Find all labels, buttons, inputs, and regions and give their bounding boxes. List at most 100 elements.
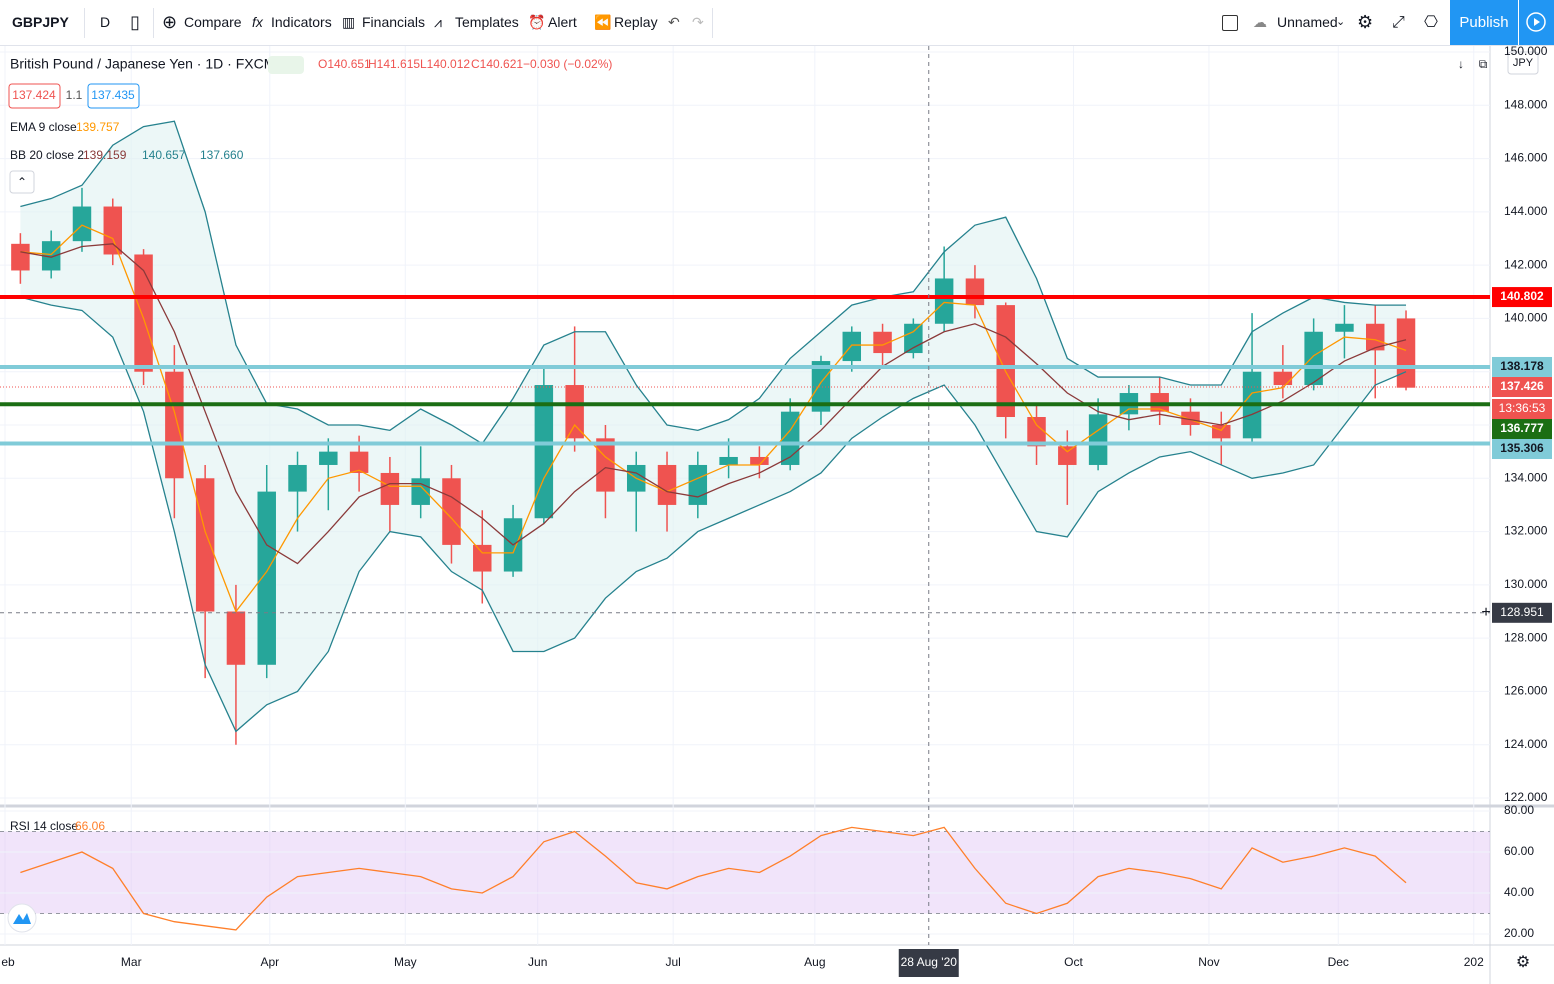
currency: JPY <box>1513 57 1534 69</box>
compare[interactable]: Compare <box>184 14 242 30</box>
crosshair-price-tag <box>1492 602 1552 623</box>
candle-body <box>134 254 153 372</box>
rsi-legend: RSI 14 close <box>10 819 78 833</box>
y-tick-label: 150.000 <box>1504 46 1548 58</box>
alert-icon[interactable]: ⏰ <box>528 14 546 30</box>
y-tick-label: 128.000 <box>1504 630 1548 644</box>
tv-logo-mark <box>13 913 31 924</box>
alert[interactable]: Alert <box>548 14 577 30</box>
templates[interactable]: Templates <box>455 14 519 30</box>
interval[interactable]: D <box>100 14 111 30</box>
candle-body <box>596 438 615 492</box>
candle-body <box>780 411 800 465</box>
indicators-icon[interactable]: fx <box>252 14 263 30</box>
candle-body <box>534 385 554 519</box>
candle-body <box>226 611 246 665</box>
candle-body <box>811 361 831 412</box>
candle-body <box>996 305 1015 418</box>
legend-low: L140.012 <box>420 57 470 71</box>
candle-body <box>257 491 276 665</box>
publish-button[interactable]: Publish <box>1450 0 1518 45</box>
replay[interactable]: Replay <box>614 14 658 30</box>
snapshot[interactable]: ⎔ <box>1424 14 1438 31</box>
legend-icons <box>268 56 304 74</box>
layout-name[interactable]: Unnamed <box>1277 14 1338 30</box>
settings[interactable]: ⚙ <box>1357 12 1374 32</box>
redo[interactable]: ↷ <box>692 14 704 30</box>
candle-body <box>904 323 923 354</box>
candle-body <box>1273 371 1293 386</box>
bb-basis-value: 139.159 <box>83 148 127 162</box>
legend-title: British Pound / Japanese Yen · 1D · FXCM <box>10 56 275 72</box>
countdown-label: 13:36:53 <box>1499 401 1546 415</box>
price-tag <box>1492 439 1552 460</box>
candle-body <box>688 464 708 505</box>
currency-box[interactable] <box>1507 51 1539 75</box>
tv-logo[interactable] <box>7 903 37 933</box>
candle-body <box>1212 425 1231 439</box>
y-tick-label: 148.000 <box>1504 97 1548 111</box>
symbol[interactable]: GBPJPY <box>12 14 69 30</box>
candle-body <box>72 206 92 242</box>
x-tick-label: Jul <box>666 955 681 969</box>
indicator-line <box>20 120 1407 445</box>
ask-box[interactable] <box>87 83 140 109</box>
candle-body <box>719 456 738 465</box>
ask: 137.435 <box>91 88 135 102</box>
candle-body <box>1058 446 1077 465</box>
candle-body <box>750 456 769 465</box>
compare-icon[interactable]: ⊕ <box>162 12 178 32</box>
price-tag-label: 135.306 <box>1500 441 1544 455</box>
countdown-tag <box>1492 399 1552 420</box>
indicator-line <box>20 224 1407 613</box>
candle-body <box>934 278 954 324</box>
label-layer: British Pound / Japanese Yen · 1D · FXCM… <box>1 46 1552 977</box>
x-tick-label: Dec <box>1328 955 1349 969</box>
separator <box>712 8 713 38</box>
candle-body <box>103 206 123 255</box>
y-tick-label: 126.000 <box>1504 684 1548 698</box>
indicator-line <box>20 296 1407 733</box>
play-icon <box>1526 12 1546 32</box>
indicators[interactable]: Indicators <box>271 14 332 30</box>
y-tick-label: 60.00 <box>1504 844 1534 858</box>
cloud-icon[interactable]: ☁ <box>1253 14 1267 30</box>
price-tag <box>1492 377 1552 398</box>
data-layer <box>0 46 1490 945</box>
candle-body <box>473 544 492 572</box>
price-tag-label: 138.178 <box>1500 359 1544 373</box>
y-tick-label: 80.00 <box>1504 803 1534 817</box>
bb-legend: BB 20 close 2 <box>10 148 84 162</box>
pane-maximize[interactable]: ⧉ <box>1479 57 1488 71</box>
fullscreen[interactable]: ⤢ <box>1392 14 1405 31</box>
chart-style[interactable]: ▯ <box>130 12 140 32</box>
separator <box>84 8 85 38</box>
y-tick-label: 140.000 <box>1504 311 1548 325</box>
candle-body <box>165 371 184 479</box>
candle-body <box>380 472 400 505</box>
price-tag-label: 136.777 <box>1500 421 1544 435</box>
templates-icon[interactable]: ⩘ <box>434 14 442 30</box>
time-settings[interactable]: ⚙ <box>1516 954 1530 971</box>
y-tick-label: 132.000 <box>1504 524 1548 538</box>
crosshair-date-label: 28 Aug '20 <box>901 955 958 969</box>
indicator-line <box>20 243 1407 565</box>
collapse-legend[interactable] <box>9 170 35 194</box>
x-tick-label: Jun <box>528 955 547 969</box>
undo[interactable]: ↶ <box>668 14 680 30</box>
watchlist-toggle[interactable] <box>1222 15 1238 31</box>
layout-menu[interactable]: ⌄ <box>1336 16 1346 28</box>
pane-down[interactable]: ↓ <box>1458 57 1464 71</box>
y-tick-label: 122.000 <box>1504 790 1548 804</box>
play-button[interactable] <box>1519 0 1554 45</box>
candle-body <box>1396 318 1416 388</box>
candle-body <box>842 331 862 362</box>
replay-icon[interactable]: ⏪ <box>594 14 612 30</box>
rsi-line <box>20 826 1407 931</box>
x-tick-label: Aug <box>804 955 825 969</box>
financials[interactable]: Financials <box>362 14 426 30</box>
financials-icon[interactable]: ▥ <box>342 14 356 30</box>
bid-box[interactable] <box>8 83 61 109</box>
bid: 137.424 <box>12 88 56 102</box>
price-tag-label: 137.426 <box>1500 379 1544 393</box>
